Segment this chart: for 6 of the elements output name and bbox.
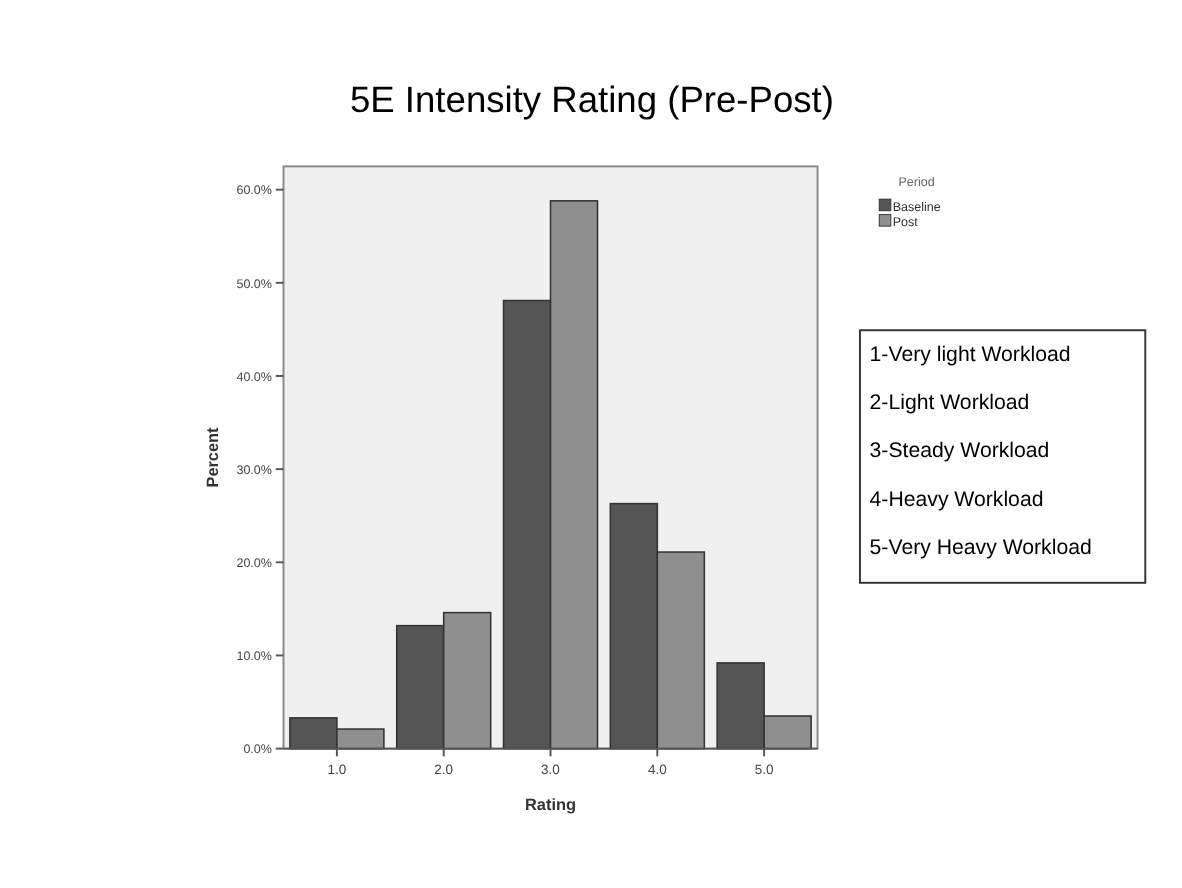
text: 1-Very light Workload xyxy=(869,343,1071,368)
chart-title: 5E Intensity Rating (Pre-Post) xyxy=(349,78,834,121)
text: 3-Steady Workload xyxy=(869,439,1050,464)
text: 4-Heavy Workload xyxy=(869,487,1044,512)
text: 2-Light Workload xyxy=(869,391,1030,416)
text: 5-Very Heavy Workload xyxy=(869,535,1092,560)
